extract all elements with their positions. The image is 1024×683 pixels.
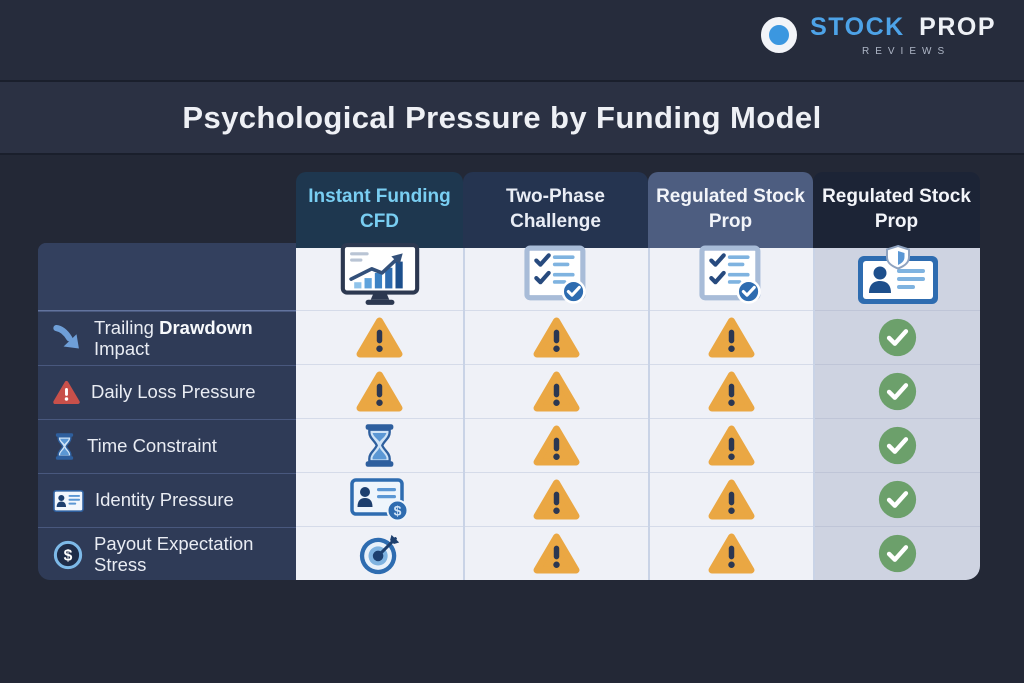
dollar-circle-icon (53, 540, 83, 570)
body-column-regulated-stock-prop (648, 248, 813, 580)
status-cell (815, 472, 980, 526)
warning-icon (533, 424, 580, 467)
status-cell (465, 526, 648, 580)
page-title: Psychological Pressure by Funding Model (182, 99, 822, 135)
status-cell (465, 418, 648, 472)
warning-icon (533, 532, 580, 575)
status-cell (650, 364, 813, 418)
check-icon (878, 372, 917, 411)
checklist-icon (522, 245, 592, 305)
check-icon (878, 480, 917, 519)
warning-icon (533, 316, 580, 359)
check-icon (878, 318, 917, 357)
brand-logo: STOCK PROP REVIEWS (761, 13, 996, 57)
status-cell (296, 364, 463, 418)
row-label-text: Identity Pressure (95, 489, 234, 511)
column-icon-cell (650, 248, 813, 310)
body-column-instant-funding-cfd (296, 248, 463, 580)
idcard-shield-icon (854, 244, 942, 306)
status-cell (465, 364, 648, 418)
status-cell (650, 310, 813, 364)
checklist-icon (697, 245, 767, 305)
topbar: STOCK PROP REVIEWS (0, 0, 1024, 82)
warning-icon (356, 316, 403, 359)
check-icon (878, 534, 917, 573)
idcard-dollar-icon (350, 478, 410, 522)
row-label-time-constraint: Time Constraint (38, 419, 296, 473)
status-cell (815, 418, 980, 472)
warning-icon (533, 370, 580, 413)
check-icon (878, 426, 917, 465)
warning-icon (708, 370, 755, 413)
target-icon (357, 531, 403, 577)
row-label-column: Trailing Drawdown Impact Daily Loss Press… (38, 243, 296, 580)
status-cell (296, 526, 463, 580)
warning-icon (708, 478, 755, 521)
idcard-icon (53, 490, 84, 512)
warning-icon (708, 316, 755, 359)
column-icon-cell (296, 248, 463, 310)
body-column-two-phase-challenge (463, 248, 648, 580)
row-label-text: Trailing Drawdown Impact (94, 316, 253, 359)
row-label-text: Payout Expectation Stress (94, 532, 254, 575)
logo-word-prop: PROP (919, 13, 996, 41)
status-cell (465, 472, 648, 526)
logo-word-stock: STOCK (810, 13, 905, 41)
column-icon-cell (815, 248, 980, 310)
row-label-text: Daily Loss Pressure (91, 381, 256, 403)
column-header-label: Regulated Stock Prop (656, 186, 805, 232)
arrow-down-right-icon (53, 324, 83, 354)
title-band: Psychological Pressure by Funding Model (0, 82, 1024, 155)
column-header-regulated-stock-prop: Regulated Stock Prop (813, 172, 980, 248)
monitor-chart-icon (336, 243, 424, 307)
row-label-daily-loss-pressure: Daily Loss Pressure (38, 365, 296, 419)
row-label-identity-pressure: Identity Pressure (38, 473, 296, 527)
logo-circle-icon (761, 17, 798, 54)
status-cell (465, 310, 648, 364)
column-header-regulated-stock-prop: Regulated Stock Prop (648, 172, 813, 248)
status-cell (296, 418, 463, 472)
column-header-label: Instant Funding CFD (308, 186, 451, 232)
label-column-header-spacer (38, 243, 296, 311)
body-column-regulated-stock-prop (813, 248, 980, 580)
warning-icon (356, 370, 403, 413)
hourglass-icon (361, 423, 398, 468)
column-icon-cell (465, 248, 648, 310)
column-header-label: Regulated Stock Prop (822, 186, 971, 232)
column-header-two-phase-challenge: Two-Phase Challenge (463, 172, 648, 248)
red-alert-icon (53, 380, 80, 405)
warning-icon (533, 478, 580, 521)
row-label-text: Time Constraint (87, 435, 217, 457)
logo-subtitle: REVIEWS (862, 45, 951, 57)
row-label-payout-expectation-stress: Payout Expectation Stress (38, 527, 296, 581)
status-cell (815, 526, 980, 580)
status-cell (296, 310, 463, 364)
status-cell (650, 526, 813, 580)
status-cell (650, 418, 813, 472)
column-header-label: Two-Phase Challenge (506, 186, 605, 232)
warning-icon (708, 424, 755, 467)
status-cell (815, 364, 980, 418)
column-header-instant-funding-cfd: Instant Funding CFD (296, 172, 463, 248)
hourglass-icon (53, 432, 76, 461)
row-label-trailing-drawdown-impact: Trailing Drawdown Impact (38, 311, 296, 365)
status-cell (815, 310, 980, 364)
status-cell (296, 472, 463, 526)
status-cell (650, 472, 813, 526)
warning-icon (708, 532, 755, 575)
